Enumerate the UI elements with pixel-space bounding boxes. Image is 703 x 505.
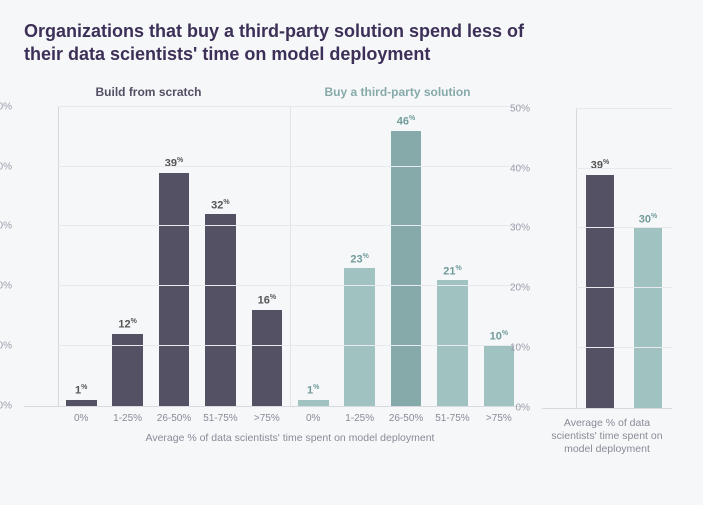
bar-column: 12% bbox=[104, 107, 150, 406]
gridline bbox=[576, 168, 672, 169]
bar-value-label: 39% bbox=[165, 157, 183, 170]
chart-stage: Build from scratch Buy a third-party sol… bbox=[24, 85, 679, 456]
bar-value-label: 12% bbox=[118, 318, 136, 331]
x-labels: 0%1-25%26-50%51-75%>75%0%1-25%26-50%51-7… bbox=[58, 407, 522, 424]
side-plot: 0%10%20%30%40%50% 39%30% bbox=[542, 109, 672, 409]
bar-summary bbox=[586, 175, 614, 408]
panel-divider bbox=[290, 107, 291, 406]
y-tick-label: 50% bbox=[0, 101, 12, 112]
x-tick-label: 0% bbox=[58, 407, 104, 424]
bar-buy bbox=[437, 280, 468, 406]
bar-build bbox=[66, 400, 97, 406]
bar-column: 39% bbox=[151, 107, 197, 406]
bar-column: 10% bbox=[476, 107, 522, 406]
bar-column: 1% bbox=[290, 107, 336, 406]
bar-value-label: 1% bbox=[75, 384, 87, 397]
bar-value-label: 23% bbox=[350, 253, 368, 266]
x-tick-label: 51-75% bbox=[429, 407, 475, 424]
gridline bbox=[576, 108, 672, 109]
main-plot: 0%10%20%30%40%50% 1%12%39%32%16%1%23%46%… bbox=[24, 107, 522, 407]
bar-buy bbox=[298, 400, 329, 406]
y-tick-label: 10% bbox=[510, 342, 530, 353]
y-tick-label: 40% bbox=[510, 163, 530, 174]
bar-buy bbox=[344, 268, 375, 406]
y-tick-label: 50% bbox=[510, 103, 530, 114]
bar-build bbox=[205, 214, 236, 405]
x-tick-label: 1-25% bbox=[104, 407, 150, 424]
gridline bbox=[576, 227, 672, 228]
side-panel: 0%10%20%30%40%50% 39%30% Average % of da… bbox=[542, 85, 672, 456]
y-tick-label: 0% bbox=[516, 402, 530, 413]
bar-buy bbox=[391, 131, 422, 406]
gridline bbox=[576, 287, 672, 288]
bar-value-label: 39% bbox=[591, 159, 609, 172]
bar-build bbox=[159, 173, 190, 406]
bar-value-label: 1% bbox=[307, 384, 319, 397]
bar-value-label: 46% bbox=[397, 115, 415, 128]
x-axis-caption-side: Average % of data scientists' time spent… bbox=[542, 417, 672, 456]
x-tick-label: 51-75% bbox=[197, 407, 243, 424]
y-tick-label: 0% bbox=[0, 400, 12, 411]
bar-build bbox=[252, 310, 283, 406]
x-axis-caption: Average % of data scientists' time spent… bbox=[58, 432, 522, 445]
bar-column: 23% bbox=[336, 107, 382, 406]
y-tick-label: 20% bbox=[0, 281, 12, 292]
bar-column: 46% bbox=[383, 107, 429, 406]
x-tick-label: 26-50% bbox=[383, 407, 429, 424]
y-tick-label: 40% bbox=[0, 161, 12, 172]
page-title: Organizations that buy a third-party sol… bbox=[24, 20, 564, 67]
bar-column: 39% bbox=[576, 109, 624, 408]
bar-value-label: 30% bbox=[639, 213, 657, 226]
bar-value-label: 16% bbox=[258, 294, 276, 307]
bar-value-label: 10% bbox=[490, 330, 508, 343]
x-tick-label: 1-25% bbox=[336, 407, 382, 424]
x-tick-label: 26-50% bbox=[151, 407, 197, 424]
bar-column: 30% bbox=[624, 109, 672, 408]
y-tick-label: 20% bbox=[510, 283, 530, 294]
x-tick-label: 0% bbox=[290, 407, 336, 424]
bar-column: 32% bbox=[197, 107, 243, 406]
y-tick-label: 10% bbox=[0, 340, 12, 351]
bar-value-label: 32% bbox=[211, 199, 229, 212]
y-tick-label: 30% bbox=[0, 221, 12, 232]
y-tick-label: 30% bbox=[510, 223, 530, 234]
bar-summary bbox=[634, 228, 662, 407]
bar-column: 1% bbox=[58, 107, 104, 406]
bar-value-label: 21% bbox=[443, 265, 461, 278]
gridline bbox=[576, 347, 672, 348]
bar-column: 21% bbox=[429, 107, 475, 406]
main-panel: Build from scratch Buy a third-party sol… bbox=[24, 85, 522, 445]
subtitle-buy: Buy a third-party solution bbox=[273, 85, 522, 99]
bar-column: 16% bbox=[244, 107, 290, 406]
x-tick-label: >75% bbox=[244, 407, 290, 424]
subtitles: Build from scratch Buy a third-party sol… bbox=[24, 85, 522, 99]
subtitle-build: Build from scratch bbox=[24, 85, 273, 99]
bar-buy bbox=[484, 346, 515, 406]
